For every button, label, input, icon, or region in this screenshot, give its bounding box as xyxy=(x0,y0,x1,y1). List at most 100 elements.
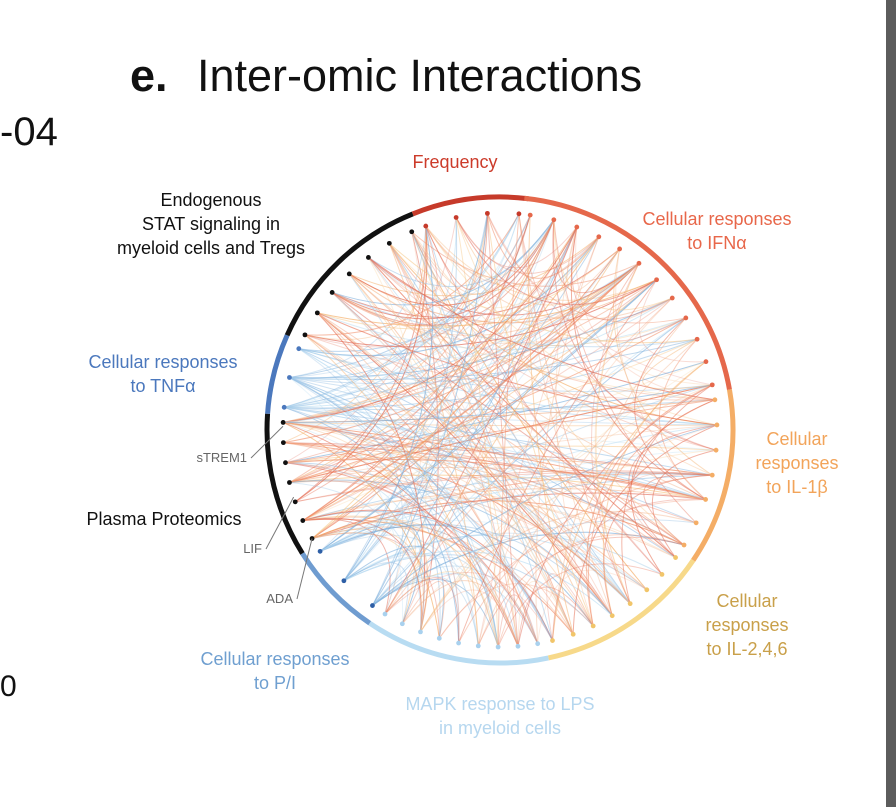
interaction-chord xyxy=(615,248,706,500)
interaction-chord xyxy=(552,219,717,451)
interaction-chord xyxy=(343,553,499,648)
interaction-chord xyxy=(304,279,657,348)
interaction-chord xyxy=(603,474,713,616)
interaction-chord xyxy=(304,334,574,635)
group-arc-frequency xyxy=(411,194,529,217)
interaction-chord xyxy=(343,226,578,582)
interaction-chord xyxy=(348,273,687,347)
interaction-chord xyxy=(535,236,600,644)
interaction-chord xyxy=(319,424,718,552)
interaction-chord xyxy=(643,473,713,546)
interaction-chord xyxy=(627,472,713,558)
interaction-chord xyxy=(388,236,600,309)
interaction-chord xyxy=(425,213,488,290)
interaction-chord xyxy=(628,424,718,558)
group-arc-proteomics xyxy=(264,413,305,555)
feature-node xyxy=(287,480,292,485)
interaction-chord xyxy=(304,334,715,401)
interaction-chord xyxy=(602,361,707,616)
feature-node xyxy=(703,497,708,502)
group-label-il246: Cellular responses to IL-2,4,6 xyxy=(705,591,788,659)
feature-node xyxy=(418,629,423,635)
interaction-chord xyxy=(372,575,479,646)
feature-node xyxy=(550,638,555,643)
interaction-chord xyxy=(372,573,539,644)
interaction-chord xyxy=(384,571,499,648)
interaction-chord xyxy=(289,377,553,641)
interaction-chord xyxy=(319,534,479,646)
interaction-chord xyxy=(458,474,713,644)
interaction-chord xyxy=(372,217,458,606)
feature-node xyxy=(636,260,642,266)
group-label-frequency: Frequency xyxy=(412,152,497,172)
protein-label-lif: LIF xyxy=(243,541,262,556)
interaction-chord xyxy=(302,517,422,632)
interaction-chord xyxy=(477,236,600,647)
feature-node xyxy=(281,404,287,410)
interaction-chord xyxy=(528,215,574,635)
interaction-chord xyxy=(285,462,425,632)
interaction-chord xyxy=(658,338,706,500)
feature-node xyxy=(341,578,347,584)
interaction-chord xyxy=(298,297,673,360)
feature-node xyxy=(280,420,286,425)
group-label-pi: Cellular responses to P/I xyxy=(200,649,349,693)
interaction-chord xyxy=(317,248,620,330)
interaction-chord xyxy=(518,213,631,604)
interaction-chord xyxy=(311,521,429,633)
interaction-chord xyxy=(331,219,555,320)
group-arc-stat xyxy=(284,211,414,337)
feature-node xyxy=(346,271,352,277)
interaction-chord xyxy=(343,551,460,644)
interaction-chord xyxy=(425,219,555,278)
interaction-chord xyxy=(518,213,717,451)
feature-node xyxy=(683,315,689,321)
feature-node xyxy=(712,397,718,403)
interaction-chord xyxy=(343,226,578,582)
interaction-chord xyxy=(411,231,640,287)
interaction-chord xyxy=(497,594,539,648)
interaction-chord xyxy=(411,231,713,476)
group-label-mapk: MAPK response to LPS in myeloid cells xyxy=(405,694,594,738)
interaction-chord xyxy=(289,474,706,500)
interaction-chord xyxy=(384,226,578,615)
interaction-chord xyxy=(284,217,457,408)
cropped-left-number: 0 xyxy=(0,670,17,703)
interaction-chord xyxy=(289,424,717,483)
interaction-chord xyxy=(388,243,479,646)
interaction-chord xyxy=(302,515,519,647)
interaction-chord xyxy=(372,565,539,644)
interaction-chord xyxy=(438,583,594,639)
interaction-chord xyxy=(348,219,555,306)
interaction-chord xyxy=(283,421,631,604)
interaction-chord xyxy=(420,511,697,633)
interaction-chord xyxy=(477,297,673,647)
interaction-chord xyxy=(285,399,715,464)
interaction-chord xyxy=(289,236,600,380)
callout-line xyxy=(265,496,295,550)
interaction-chord xyxy=(575,226,715,401)
interaction-chord xyxy=(384,231,427,615)
feature-node xyxy=(709,382,715,388)
interaction-chord xyxy=(289,377,441,639)
interaction-chord xyxy=(319,524,594,627)
feature-node xyxy=(673,555,678,560)
feature-node xyxy=(714,422,720,428)
interaction-chord xyxy=(289,262,640,483)
interaction-chord xyxy=(537,569,648,644)
interaction-chord xyxy=(302,518,391,615)
interaction-chord xyxy=(283,262,640,423)
interaction-chord xyxy=(477,338,698,647)
interaction-chord xyxy=(586,384,713,627)
feature-node xyxy=(551,217,557,223)
feature-node xyxy=(283,460,288,466)
feature-node xyxy=(681,542,687,548)
feature-node xyxy=(570,631,576,637)
interaction-chord xyxy=(348,273,657,324)
interaction-chord xyxy=(298,236,600,357)
interaction-chord xyxy=(302,510,553,641)
interaction-chord xyxy=(553,219,713,386)
interaction-chord xyxy=(368,257,715,401)
feature-node xyxy=(703,359,709,365)
interaction-chord xyxy=(302,488,706,522)
